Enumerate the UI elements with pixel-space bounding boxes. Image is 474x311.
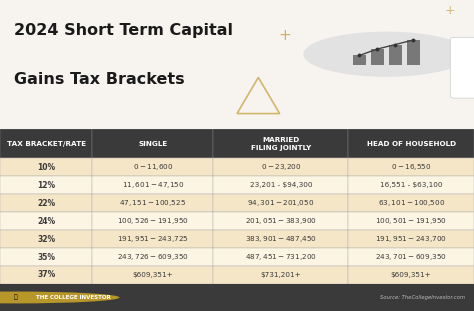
Text: $191,951 - $243,700: $191,951 - $243,700 — [375, 234, 447, 244]
Text: 37%: 37% — [37, 271, 55, 280]
Bar — [92, 194, 213, 212]
Text: 23,201 - $94,300: 23,201 - $94,300 — [250, 182, 312, 188]
Bar — [407, 40, 420, 65]
Text: HEAD OF HOUSEHOLD: HEAD OF HOUSEHOLD — [366, 141, 456, 147]
Text: $94,301 - $201,050: $94,301 - $201,050 — [247, 198, 314, 208]
Text: THE COLLEGE INVESTOR: THE COLLEGE INVESTOR — [36, 295, 110, 300]
Text: $11,601 - $47,150: $11,601 - $47,150 — [122, 180, 184, 190]
Text: 2024 Short Term Capital: 2024 Short Term Capital — [14, 23, 233, 38]
Circle shape — [303, 32, 469, 77]
Bar — [92, 176, 213, 194]
Text: 22%: 22% — [37, 199, 55, 208]
Bar — [0, 212, 92, 230]
Text: $0 - $23,200: $0 - $23,200 — [261, 162, 301, 173]
Text: $191,951 - $243,725: $191,951 - $243,725 — [117, 234, 189, 244]
Bar — [92, 230, 213, 248]
Text: +: + — [445, 4, 456, 17]
Bar — [348, 230, 474, 248]
Bar — [92, 266, 213, 284]
Bar — [213, 248, 348, 266]
Text: $63,101 - $100,500: $63,101 - $100,500 — [378, 198, 445, 208]
Text: $243,726 - $609,350: $243,726 - $609,350 — [117, 252, 189, 262]
Bar — [92, 129, 213, 159]
Text: $609,351+: $609,351+ — [133, 272, 173, 278]
Text: $47,151 - $100,525: $47,151 - $100,525 — [119, 198, 186, 208]
Text: SINGLE: SINGLE — [138, 141, 167, 147]
Text: 32%: 32% — [37, 234, 55, 244]
Text: $201,051 - $383,900: $201,051 - $383,900 — [245, 216, 317, 226]
Bar — [389, 44, 402, 65]
Text: $609,351+: $609,351+ — [391, 272, 431, 278]
Bar — [348, 129, 474, 159]
FancyBboxPatch shape — [450, 37, 474, 98]
Bar — [348, 266, 474, 284]
Text: $100,526 - $191,950: $100,526 - $191,950 — [117, 216, 189, 226]
Bar — [213, 176, 348, 194]
Bar — [0, 176, 92, 194]
Text: $243,701 - $609,350: $243,701 - $609,350 — [375, 252, 447, 262]
Text: Source: TheCollegeInvestor.com: Source: TheCollegeInvestor.com — [380, 295, 465, 300]
Bar — [213, 159, 348, 176]
Bar — [0, 266, 92, 284]
Bar — [371, 49, 384, 65]
Bar — [213, 194, 348, 212]
Bar — [348, 212, 474, 230]
Bar — [353, 55, 366, 65]
Bar — [0, 159, 92, 176]
Bar — [213, 212, 348, 230]
Text: 12%: 12% — [37, 181, 55, 190]
Bar — [0, 230, 92, 248]
Circle shape — [0, 291, 119, 304]
Text: $487,451 - $731,200: $487,451 - $731,200 — [245, 252, 317, 262]
Text: $0 - $11,600: $0 - $11,600 — [133, 162, 173, 173]
Text: $0 - $16,550: $0 - $16,550 — [391, 162, 431, 173]
Bar — [348, 248, 474, 266]
Bar — [213, 129, 348, 159]
Bar — [0, 248, 92, 266]
Text: 10%: 10% — [37, 163, 55, 172]
Bar — [348, 176, 474, 194]
Text: Gains Tax Brackets: Gains Tax Brackets — [14, 72, 185, 87]
Bar — [92, 159, 213, 176]
Bar — [348, 159, 474, 176]
Bar — [92, 248, 213, 266]
Text: TAX BRACKET/RATE: TAX BRACKET/RATE — [7, 141, 86, 147]
Bar — [213, 266, 348, 284]
Text: 16,551 - $63,100: 16,551 - $63,100 — [380, 182, 442, 188]
Bar — [348, 194, 474, 212]
Text: 🎓: 🎓 — [13, 295, 17, 300]
Text: $383,901 - $487,450: $383,901 - $487,450 — [245, 234, 317, 244]
Text: $731,201+: $731,201+ — [261, 272, 301, 278]
Text: MARRIED
FILING JOINTLY: MARRIED FILING JOINTLY — [251, 137, 311, 151]
Text: 35%: 35% — [37, 253, 55, 262]
Text: +: + — [278, 28, 291, 44]
Text: $100,501 - $191,950: $100,501 - $191,950 — [375, 216, 447, 226]
Bar — [0, 194, 92, 212]
Bar — [213, 230, 348, 248]
Text: 24%: 24% — [37, 217, 55, 226]
Bar — [92, 212, 213, 230]
Bar — [0, 129, 92, 159]
